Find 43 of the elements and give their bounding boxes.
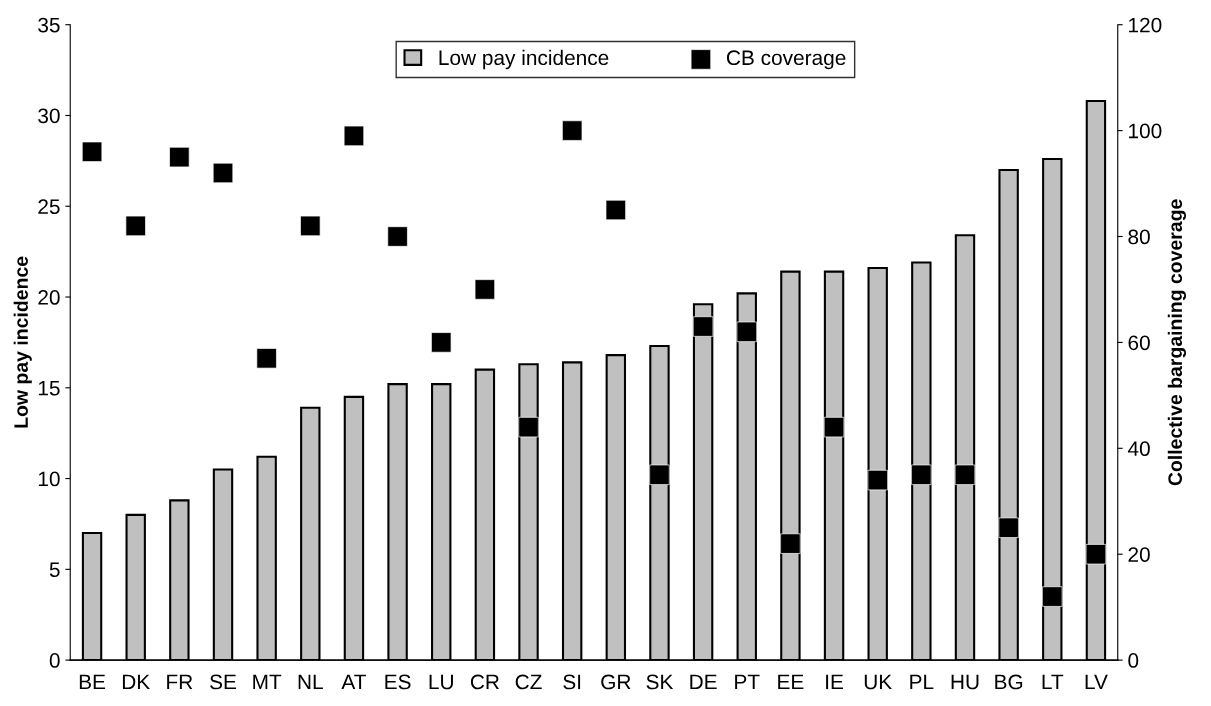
y2-tick-label: 0 [1128, 653, 1139, 668]
legend-label: CB coverage [726, 50, 846, 70]
x-tick-label: MT [253, 674, 282, 690]
x-tick-label: IE [826, 674, 843, 690]
y-tick-label: 0 [49, 653, 60, 668]
legend-label: Low pay incidence [439, 49, 609, 70]
x-tick-label: BG [995, 674, 1023, 690]
y2-tick-label: 20 [1128, 547, 1150, 562]
y2-tick-label: 120 [1129, 17, 1162, 33]
x-tick-label: NL [298, 674, 323, 690]
x-tick-label: FR [167, 674, 193, 690]
x-tick-label: HU [951, 674, 979, 690]
y-tick-label: 5 [49, 562, 60, 578]
x-tick-label: DE [690, 674, 717, 690]
x-tick-label: GR [601, 674, 631, 690]
y-tick-label: 20 [38, 290, 60, 305]
x-tick-label: EE [778, 674, 804, 690]
x-tick-label: AT [341, 674, 367, 690]
y2-tick-label: 100 [1129, 123, 1162, 139]
x-tick-label: CR [470, 674, 499, 690]
x-tick-label: BE [79, 674, 106, 690]
y2-tick-label: 40 [1127, 441, 1150, 457]
y-tick-label: 10 [38, 471, 60, 487]
x-tick-label: LV [1085, 674, 1108, 690]
x-tick-label: SK [646, 674, 674, 690]
y2-axis-title: Collective bargaining coverage [1167, 199, 1186, 486]
y-tick-label: 35 [38, 17, 60, 33]
y2-tick-label: 60 [1128, 335, 1150, 351]
y-tick-label: 25 [38, 199, 60, 215]
x-tick-label: ES [385, 674, 411, 690]
x-tick-label: SE [210, 674, 236, 690]
x-tick-label: CZ [515, 674, 542, 690]
y-axis-title: Low pay incidence [13, 256, 32, 428]
x-tick-label: UK [864, 674, 892, 690]
x-tick-label: PT [735, 674, 760, 690]
x-tick-label: SI [563, 674, 581, 690]
x-tick-label: LU [429, 674, 453, 690]
y2-tick-label: 80 [1128, 229, 1150, 245]
y-tick-label: 15 [38, 381, 60, 396]
x-tick-label: DK [122, 674, 150, 690]
x-tick-label: PL [910, 674, 934, 690]
y-tick-label: 30 [38, 108, 60, 124]
x-tick-label: LT [1042, 674, 1064, 690]
